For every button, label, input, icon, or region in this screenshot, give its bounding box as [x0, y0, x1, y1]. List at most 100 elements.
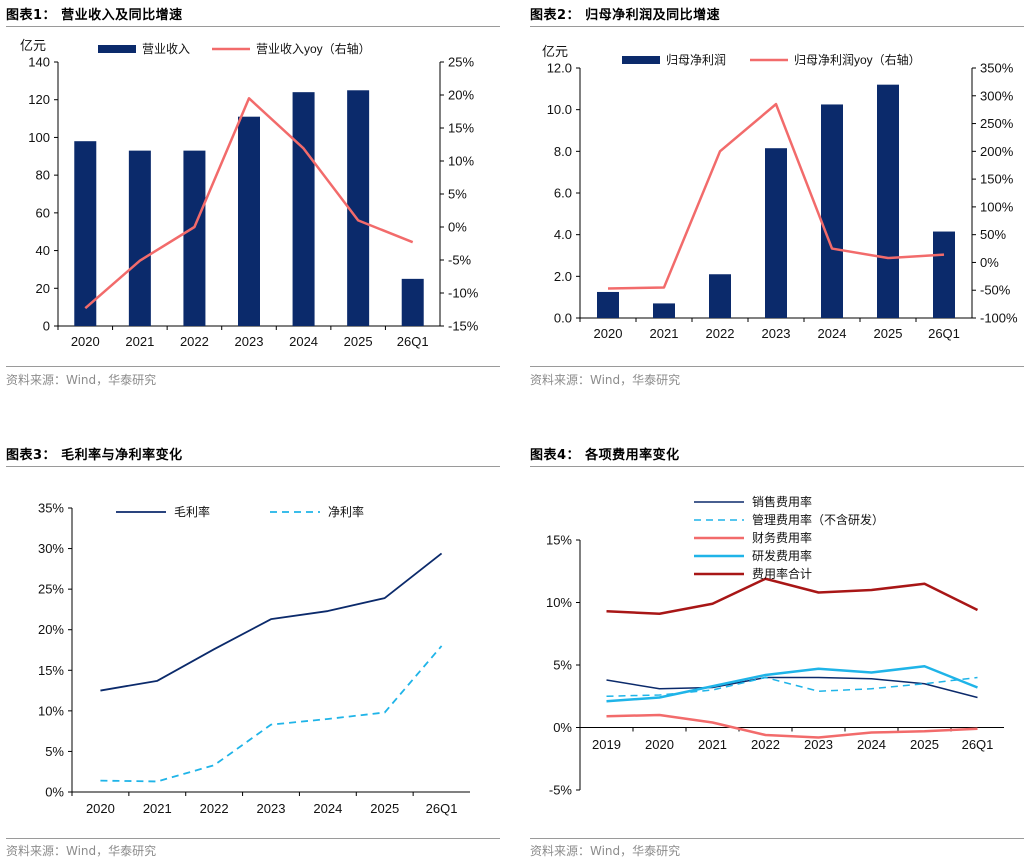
left-tick-label: 8.0 [554, 144, 572, 159]
title-divider [530, 26, 1024, 27]
x-tick-label: 2025 [344, 334, 373, 349]
right-tick-label: -100% [980, 311, 1018, 326]
y-tick-label: 5% [45, 744, 64, 759]
y-tick-label: 0% [45, 785, 64, 800]
bar [933, 231, 955, 318]
x-tick-label: 2024 [313, 801, 342, 816]
title-divider [530, 466, 1024, 467]
series-line [606, 713, 978, 739]
y-tick-label: 0% [553, 720, 572, 735]
x-tick-label: 2022 [200, 801, 229, 816]
right-tick-label: 150% [980, 172, 1014, 187]
bar [347, 90, 370, 327]
series-line [606, 676, 978, 699]
x-tick-label: 2021 [650, 326, 679, 341]
revenue-chart: 0 20 40 60 80 100 120 140 -15% -10% -5% 0% 5% 10% 15% 2… [20, 38, 479, 349]
bar [877, 84, 899, 318]
x-tick-label: 2023 [804, 737, 833, 752]
series-line [606, 676, 978, 697]
x-tick-label: 2022 [706, 326, 735, 341]
y-tick-label: 10% [546, 595, 572, 610]
x-tick-label: 26Q1 [426, 801, 458, 816]
bar [821, 104, 843, 318]
x-tick-label: 26Q1 [397, 334, 429, 349]
x-tick-label: 2023 [762, 326, 791, 341]
y-tick-label: 30% [38, 541, 64, 556]
panel-title: 图表3： 毛利率与净利率变化 [6, 448, 183, 463]
right-tick-label: 20% [448, 88, 474, 103]
left-tick-label: 20 [36, 281, 50, 296]
left-tick-label: 120 [28, 92, 50, 107]
x-tick-label: 2024 [818, 326, 847, 341]
bar [238, 116, 260, 326]
legend-label: 毛利率 [174, 504, 210, 519]
x-tick-label: 2021 [698, 737, 727, 752]
y-tick-label: 20% [38, 622, 64, 637]
legend-label: 归母净利润yoy（右轴） [794, 52, 921, 67]
series-line [607, 102, 945, 290]
right-tick-label: 250% [980, 116, 1014, 131]
series-line [84, 97, 414, 310]
right-tick-label: 15% [448, 121, 474, 136]
source-note: 资料来源：Wind，华泰研究 [6, 373, 157, 387]
left-tick-label: 0 [43, 319, 50, 334]
x-tick-label: 2023 [235, 334, 264, 349]
expense-ratios-chart: -5% 0% 5% 10% 15% 2019 2020 2021 2022 2023 2024 202… [546, 494, 1004, 798]
bar [128, 150, 151, 326]
x-tick-label: 2020 [86, 801, 115, 816]
left-tick-label: 40 [36, 243, 50, 258]
y-tick-label: 15% [546, 533, 572, 548]
left-tick-label: 100 [28, 130, 50, 145]
source-note: 资料来源：Wind，华泰研究 [530, 844, 681, 858]
x-tick-label: 2021 [143, 801, 172, 816]
title-divider [6, 466, 500, 467]
right-tick-label: 200% [980, 144, 1014, 159]
legend-label: 营业收入 [142, 42, 190, 56]
source-divider [6, 838, 500, 839]
x-tick-label: 2024 [857, 737, 886, 752]
y-tick-label: -5% [549, 783, 573, 798]
left-tick-label: 2.0 [554, 269, 572, 284]
x-tick-label: 2022 [751, 737, 780, 752]
panel-title: 图表1： 营业收入及同比增速 [6, 8, 183, 23]
left-tick-label: 80 [36, 168, 50, 183]
x-tick-label: 2020 [71, 334, 100, 349]
right-tick-label: 0% [980, 255, 999, 270]
bar [765, 148, 787, 318]
title-divider [6, 26, 500, 27]
series-line [100, 552, 443, 692]
bar [597, 291, 619, 318]
legend-label: 财务费用率 [752, 530, 812, 545]
right-tick-label: 25% [448, 55, 474, 70]
right-tick-label: 300% [980, 88, 1014, 103]
legend-label: 归母净利润 [666, 53, 726, 67]
x-tick-label: 2022 [180, 334, 209, 349]
panel-net-profit: 图表2： 归母净利润及同比增速 0.0 2.0 4.0 6.0 8.0 10.0 12.0 -… [530, 2, 1024, 392]
source-divider [530, 366, 1024, 367]
x-tick-label: 2024 [289, 334, 318, 349]
x-tick-label: 26Q1 [962, 737, 994, 752]
panel-expense-ratios: 图表4： 各项费用率变化 -5% 0% 5% 10% 15% 2019 2020 2021 20… [530, 443, 1024, 861]
left-axis-unit: 亿元 [20, 38, 46, 53]
x-tick-label: 2025 [874, 326, 903, 341]
right-tick-label: 50% [980, 227, 1006, 242]
bar [709, 274, 731, 318]
right-tick-label: -10% [448, 286, 479, 301]
right-tick-label: 100% [980, 199, 1014, 214]
right-tick-label: -50% [980, 283, 1011, 298]
legend-swatch [98, 45, 136, 53]
x-tick-label: 2023 [257, 801, 286, 816]
right-tick-label: 0% [448, 220, 467, 235]
bar [401, 278, 424, 326]
x-tick-label: 2020 [645, 737, 674, 752]
right-tick-label: 5% [448, 187, 467, 202]
legend-label: 研发费用率 [752, 548, 812, 563]
series-line [606, 577, 979, 615]
bar [292, 92, 315, 327]
panel-title: 图表4： 各项费用率变化 [530, 448, 680, 463]
y-tick-label: 10% [38, 703, 64, 718]
legend-swatch [622, 56, 660, 64]
right-tick-label: -15% [448, 319, 479, 334]
left-axis-unit: 亿元 [542, 44, 568, 59]
bar [183, 150, 206, 326]
